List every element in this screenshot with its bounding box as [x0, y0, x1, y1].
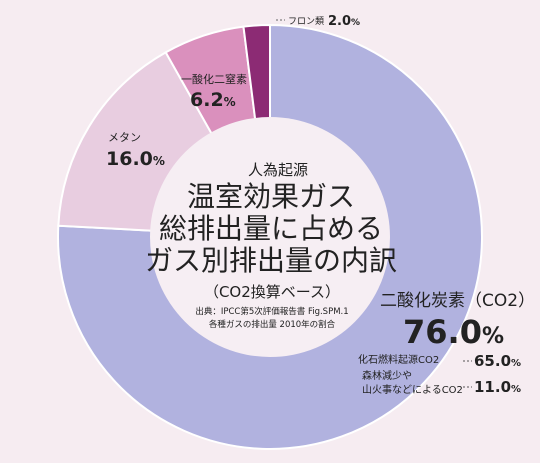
value-fossil-number: 65.0 — [474, 352, 511, 370]
label-n2o: 一酸化二窒素 — [181, 72, 247, 86]
donut-hole — [150, 117, 390, 357]
value-methane-number: 16.0 — [106, 148, 153, 170]
unit-forest: % — [511, 384, 521, 395]
label-fluorocarbons: フロン類 — [288, 16, 324, 27]
unit-methane: % — [153, 154, 165, 168]
unit-fossil: % — [511, 358, 521, 369]
value-co2-number: 76.0 — [403, 313, 482, 351]
unit-co2: % — [482, 324, 504, 349]
value-fluorocarbons-number: 2.0 — [328, 14, 351, 29]
source-line-2: 各種ガスの排出量 2010年の割合 — [209, 319, 336, 330]
value-fossil: 65.0% — [474, 352, 521, 370]
label-fossil: 化石燃料起源CO2 — [358, 353, 439, 366]
title-line-3: ガス別排出量の内訳 — [145, 244, 397, 277]
label-forest-2: 山火事などによるCO2 — [362, 383, 463, 396]
value-methane: 16.0% — [106, 148, 165, 170]
value-forest-number: 11.0 — [474, 378, 511, 396]
title-line-2: 総排出量に占める — [159, 212, 383, 245]
label-forest-1: 森林減少や — [362, 369, 412, 382]
title-line-1: 温室効果ガス — [187, 180, 355, 213]
source-line-1: 出典：IPCC第5次評価報告書 Fig.SPM.1 — [195, 306, 348, 317]
subtitle: （CO2換算ベース） — [204, 283, 340, 301]
unit-fluorocarbons: % — [351, 18, 360, 28]
label-methane: メタン — [108, 131, 141, 144]
value-fluorocarbons: 2.0% — [328, 14, 360, 29]
value-forest: 11.0% — [474, 378, 521, 396]
slice-co2 — [57, 23, 483, 450]
label-co2: 二酸化炭素（CO2） — [380, 291, 535, 311]
value-n2o: 6.2% — [190, 89, 236, 111]
value-n2o-number: 6.2 — [190, 89, 224, 111]
value-co2: 76.0% — [403, 313, 504, 351]
title-top: 人為起源 — [248, 161, 308, 179]
unit-n2o: % — [224, 95, 236, 109]
